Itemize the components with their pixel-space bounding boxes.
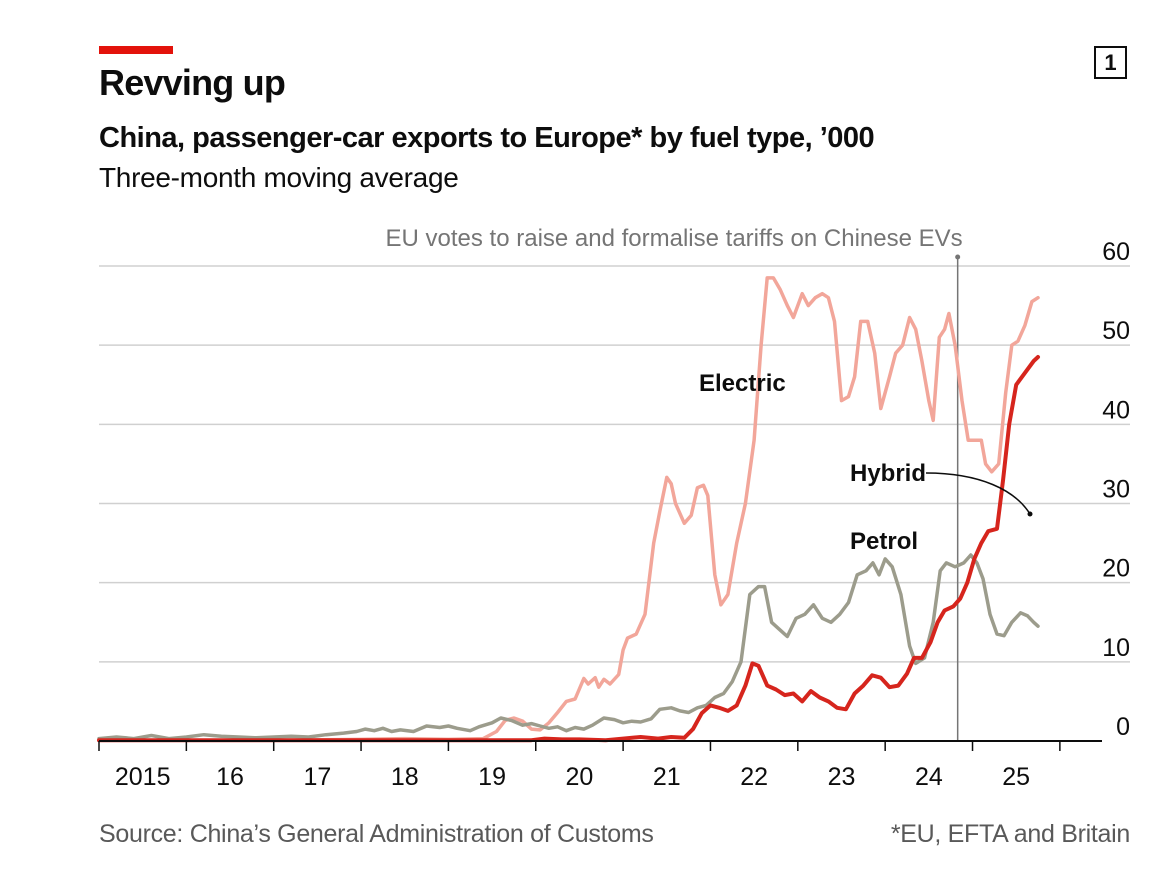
line-chart: 0 10 20 30 40 50 60 EU votes to raise and form… [97, 225, 1130, 791]
chart-description: Three-month moving average [99, 162, 459, 193]
x-tick-label: 23 [828, 763, 856, 791]
y-tick-label: 50 [1102, 317, 1130, 345]
series-label-petrol: Petrol [850, 528, 918, 555]
y-tick-label: 0 [1116, 713, 1130, 741]
x-tick-label: 25 [1002, 763, 1030, 791]
hybrid-leader-line [925, 472, 1031, 515]
x-axis: 2015 16 17 18 19 20 21 22 23 24 25 [98, 740, 1102, 791]
source-note: Source: China’s General Administration o… [99, 820, 654, 848]
brand-bar [99, 46, 173, 54]
gridlines: 0 10 20 30 40 50 60 [99, 238, 1130, 741]
y-tick-label: 40 [1102, 396, 1130, 424]
annotation-dot [955, 254, 961, 260]
series-label-hybrid: Hybrid [850, 460, 926, 487]
series-lines [97, 276, 1040, 743]
x-tick-label: 24 [915, 763, 943, 791]
hybrid-leader-dot [1027, 511, 1033, 517]
x-tick-label: 22 [740, 763, 768, 791]
series-labels: Electric Hybrid Petrol [699, 370, 1033, 555]
y-tick-label: 20 [1102, 555, 1130, 583]
chart-number-badge: 1 [1094, 46, 1127, 79]
x-tick-label: 2015 [115, 763, 171, 791]
series-label-electric: Electric [699, 370, 786, 397]
y-tick-label: 60 [1102, 238, 1130, 266]
chart-title: Revving up [99, 62, 286, 103]
x-tick-label: 18 [391, 763, 419, 791]
x-tick-label: 21 [653, 763, 681, 791]
annotation-label: EU votes to raise and formalise tariffs … [386, 225, 963, 252]
x-tick-label: 20 [566, 763, 594, 791]
footnote: *EU, EFTA and Britain [890, 820, 1130, 848]
x-tick-label: 17 [303, 763, 331, 791]
x-tick-label: 16 [216, 763, 244, 791]
y-tick-label: 10 [1102, 634, 1130, 662]
series-line-electric [97, 276, 1040, 742]
x-tick-label: 19 [478, 763, 506, 791]
y-tick-label: 30 [1102, 476, 1130, 504]
series-line-hybrid [97, 355, 1040, 743]
annotation-group: EU votes to raise and formalise tariffs … [386, 225, 963, 741]
chart-subtitle: China, passenger-car exports to Europe* … [99, 122, 875, 154]
